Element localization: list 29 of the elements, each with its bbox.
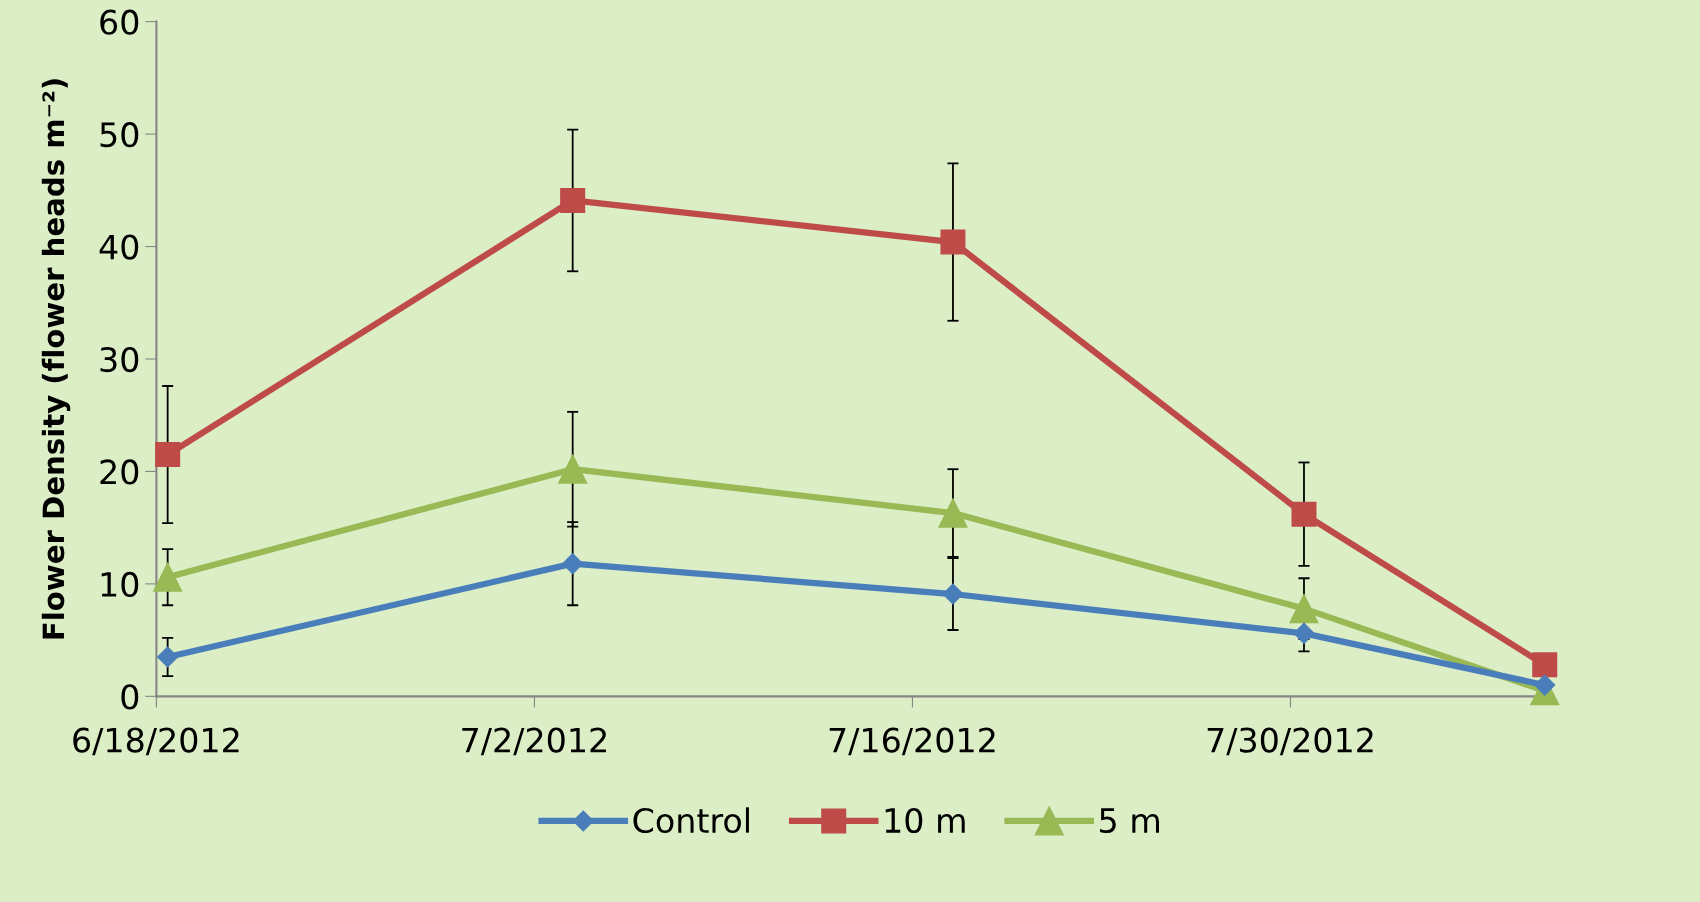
y-tick-label: 10 (101, 571, 139, 598)
point (560, 187, 586, 213)
x-tick-label: 6/18/2012 (73, 727, 239, 756)
point (1532, 652, 1558, 678)
point (1293, 622, 1315, 644)
y-axis-title: Flower Density (flower heads m⁻²) (41, 79, 71, 639)
y-tick-label: 30 (100, 346, 139, 373)
point (940, 229, 966, 255)
y-tick-label: 60 (100, 9, 139, 35)
legend-label: 5 m (1100, 808, 1159, 834)
point (1534, 674, 1556, 696)
point (942, 583, 964, 605)
y-tick-label: 0 (121, 684, 139, 710)
y-tick-label: 50 (100, 122, 139, 148)
point (155, 442, 181, 468)
x-tick-label: 7/2/2012 (462, 727, 606, 756)
point (562, 553, 584, 575)
x-tick-label: 7/30/2012 (1207, 727, 1373, 756)
point (938, 498, 968, 528)
y-tick-label: 20 (100, 459, 139, 485)
x-tick-label: 7/16/2012 (829, 727, 995, 756)
point (1289, 594, 1319, 624)
y-tick-label: 40 (99, 234, 139, 260)
point (153, 562, 183, 592)
legend-label: 10 m (885, 807, 965, 834)
legend-label: Control (633, 807, 749, 834)
point (157, 646, 179, 668)
point (558, 454, 588, 484)
point (1291, 501, 1317, 527)
